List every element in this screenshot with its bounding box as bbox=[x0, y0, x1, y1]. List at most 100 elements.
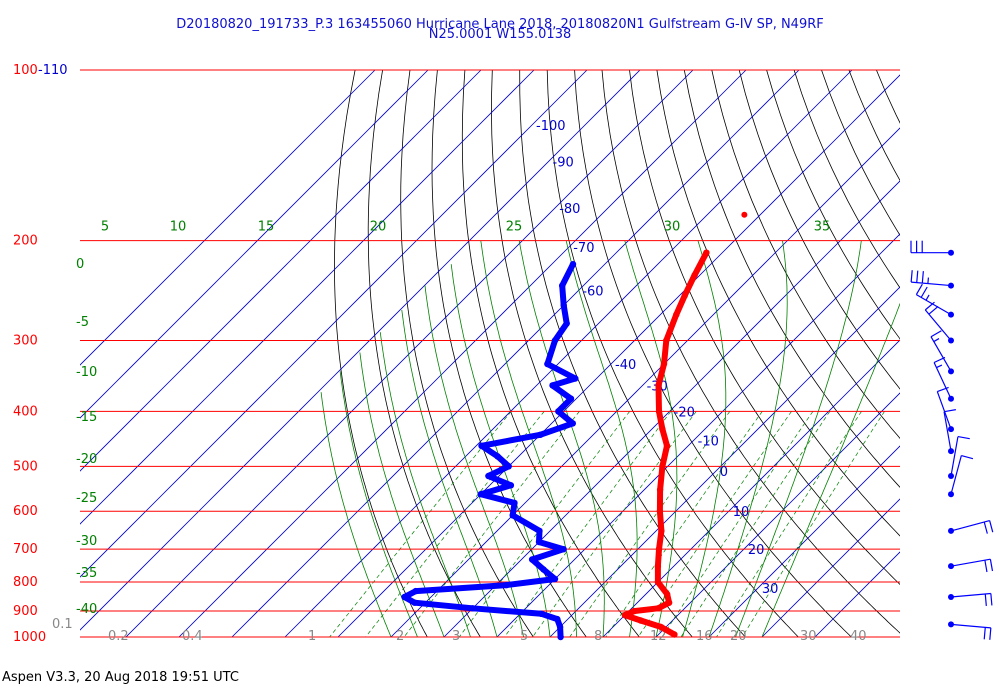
dry-adiabat-line bbox=[601, 70, 900, 634]
temperature-data-point bbox=[663, 590, 671, 598]
dry-adiabat-line bbox=[711, 70, 900, 439]
mixing-ratio-line bbox=[661, 411, 814, 637]
mixing-ratio-label: 0.4 bbox=[182, 629, 203, 644]
moist-adiabat-label: 25 bbox=[506, 220, 523, 235]
wind-barb-flag bbox=[961, 455, 974, 460]
moist-adiabat-line bbox=[359, 352, 445, 637]
moist-adiabat-left-label: -30 bbox=[76, 534, 97, 549]
mixing-ratio-label: 1 bbox=[308, 629, 316, 644]
plot-area bbox=[80, 70, 1000, 637]
moist-adiabat-line bbox=[450, 264, 551, 637]
dewpoint-data-point bbox=[535, 538, 543, 546]
moist-adiabat-line bbox=[735, 240, 862, 637]
dry-adiabat-line bbox=[738, 70, 900, 390]
isotherm-line bbox=[80, 70, 482, 472]
dry-adiabat-line bbox=[876, 70, 900, 124]
wind-barb-staff bbox=[924, 309, 952, 341]
isotherm-line bbox=[708, 445, 900, 637]
isotherm-line bbox=[337, 74, 900, 637]
temperature-data-point bbox=[659, 463, 666, 470]
wind-barb-flag bbox=[957, 435, 970, 440]
mixing-ratio-label: 2 bbox=[396, 629, 404, 644]
moist-adiabat-line bbox=[424, 285, 524, 637]
dewpoint-data-point bbox=[555, 408, 562, 415]
dewpoint-data-point bbox=[544, 360, 551, 368]
wind-barb-flag bbox=[921, 271, 924, 284]
moist-adiabat-left-label: 0 bbox=[76, 257, 84, 272]
isotherm-line bbox=[549, 286, 900, 637]
wind-barb-staff bbox=[930, 336, 952, 372]
mixing-ratio-label: 3 bbox=[452, 629, 460, 644]
temperature-data-point bbox=[660, 360, 668, 368]
mixing-ratio-label: 20 bbox=[730, 629, 747, 644]
pressure-tick-label: 800 bbox=[13, 575, 38, 590]
temperature-data-point bbox=[631, 607, 638, 615]
dewpoint-data-point bbox=[477, 491, 484, 498]
moist-adiabat-line bbox=[565, 240, 638, 637]
dry-adiabat-line bbox=[848, 70, 900, 182]
mixing-ratio-label: 8 bbox=[594, 629, 602, 644]
dewpoint-data-point bbox=[560, 302, 567, 309]
temperature-data-point bbox=[658, 527, 665, 535]
dry-adiabat-line bbox=[931, 70, 1000, 637]
footer-version-text: Aspen V3.3, 20 Aug 2018 19:51 UTC bbox=[2, 670, 239, 685]
wind-barb-flag bbox=[990, 593, 993, 606]
mixing-ratio-label: 0.2 bbox=[108, 629, 129, 644]
dry-adiabat-line bbox=[629, 70, 900, 585]
isotherm-line bbox=[80, 70, 429, 419]
wind-barb-flag bbox=[937, 386, 949, 393]
moist-adiabat-line bbox=[320, 392, 392, 637]
wind-barb-flag bbox=[910, 270, 913, 283]
isotherm-label: 30 bbox=[762, 582, 779, 597]
pressure-tick-label: 600 bbox=[13, 504, 38, 519]
isotherm-label: 10 bbox=[733, 505, 750, 520]
dry-adiabat-line bbox=[683, 70, 900, 488]
isotherm-label: -10 bbox=[698, 434, 719, 449]
isotherm-line bbox=[655, 392, 900, 637]
dewpoint-data-point bbox=[412, 587, 419, 595]
moist-adiabat-line bbox=[401, 309, 498, 637]
isotherm-label: 20 bbox=[748, 543, 765, 558]
moist-adiabat-left-label: -15 bbox=[76, 410, 97, 425]
moist-adiabat-left-label: -25 bbox=[76, 491, 97, 506]
isotherm-line bbox=[761, 498, 900, 637]
temperature-data-point bbox=[671, 631, 678, 638]
wind-barb-flag bbox=[984, 560, 988, 573]
isotherm-line bbox=[390, 127, 900, 637]
dry-adiabat-line bbox=[766, 70, 900, 340]
dewpoint-data-point bbox=[551, 337, 559, 344]
dewpoint-data-point bbox=[554, 615, 561, 623]
dewpoint-data-point bbox=[485, 472, 492, 480]
pressure-tick-label: 500 bbox=[13, 459, 38, 474]
dewpoint-data-point bbox=[557, 633, 564, 641]
mixing-ratio-label: 30 bbox=[800, 629, 817, 644]
dewpoint-data-point bbox=[537, 431, 544, 438]
dry-adiabat-line bbox=[334, 70, 428, 637]
dewpoint-data-point bbox=[401, 593, 408, 601]
temperature-data-point bbox=[654, 578, 662, 586]
isotherm-line bbox=[80, 70, 641, 631]
temperature-data-point bbox=[659, 426, 666, 433]
pressure-tick-label: 200 bbox=[13, 234, 38, 249]
moist-adiabat-left-label: -35 bbox=[76, 566, 97, 581]
isotherm-line bbox=[814, 551, 900, 637]
dry-adiabat-line bbox=[491, 70, 693, 637]
isotherm-label: -80 bbox=[559, 202, 580, 217]
dewpoint-data-point bbox=[540, 566, 547, 573]
isotherm-line bbox=[496, 233, 900, 637]
isotherm-line bbox=[443, 180, 900, 637]
wind-barb-flag bbox=[925, 294, 930, 301]
pressure-tick-label: 1000 bbox=[13, 630, 46, 645]
isotherm-line bbox=[178, 70, 747, 637]
temperature-data-point bbox=[655, 605, 662, 612]
dewpoint-data-point bbox=[556, 623, 564, 631]
temperature-data-point bbox=[703, 249, 710, 256]
dry-adiabat-line bbox=[656, 70, 900, 537]
wind-barb-staff bbox=[950, 455, 962, 495]
temperature-data-point bbox=[654, 563, 662, 570]
dry-adiabat-line bbox=[821, 70, 900, 236]
moist-adiabat-label: 15 bbox=[258, 220, 275, 235]
isotherm-label: -70 bbox=[573, 241, 594, 256]
temperature-data-point bbox=[663, 442, 671, 449]
wind-barb-flag bbox=[930, 330, 942, 338]
